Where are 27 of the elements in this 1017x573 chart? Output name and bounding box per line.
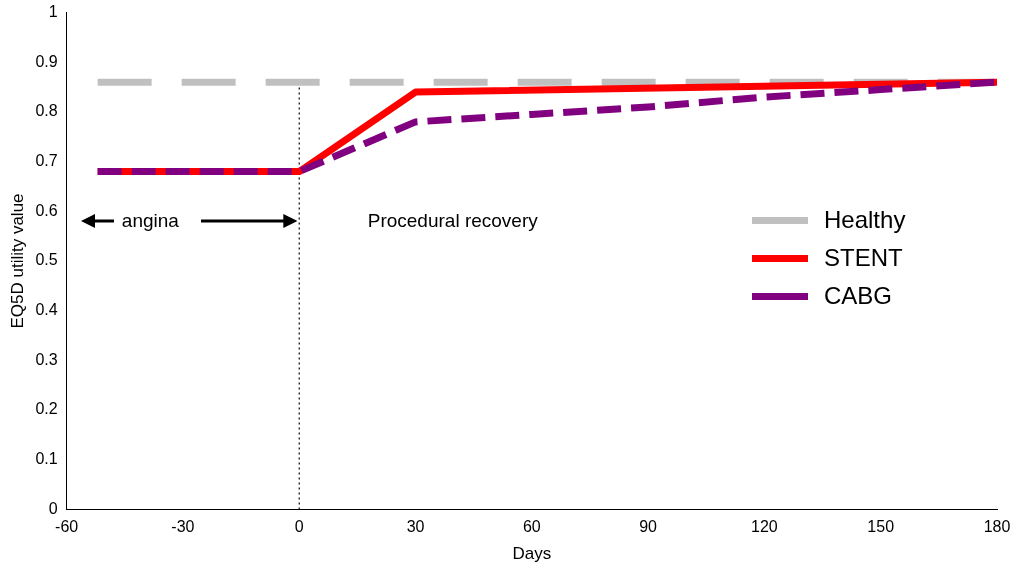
x-tick-label: -60 [55, 518, 79, 536]
y-tick-label: 0.8 [35, 102, 58, 120]
y-tick-label: 0.5 [35, 251, 58, 269]
y-tick-label: 0.4 [35, 301, 58, 319]
annotation: Procedural recovery [367, 210, 538, 233]
y-tick-label: 0.6 [35, 201, 58, 219]
x-axis-title: Days [512, 544, 552, 564]
y-axis-title: EQ5D utility value [7, 193, 27, 329]
x-tick-label: 0 [294, 518, 304, 536]
x-tick-label: -30 [171, 518, 195, 536]
y-tick-label: 0.3 [35, 350, 58, 368]
y-tick-label: 0.7 [35, 152, 58, 170]
x-tick-label: 120 [751, 518, 778, 536]
x-tick-label: 150 [867, 518, 895, 536]
y-tick-label: 0.9 [35, 52, 58, 70]
x-tick-label: 180 [983, 518, 1011, 536]
x-tick-label: 90 [639, 518, 658, 536]
y-tick-label: 0.2 [35, 400, 58, 418]
y-tick-label: 0.1 [35, 450, 58, 468]
annotation: angina [121, 210, 179, 233]
y-tick-label: 0 [48, 499, 58, 517]
legend-label: Healthy [824, 206, 906, 235]
legend-label: CABG [824, 282, 893, 311]
legend-label: STENT [824, 244, 903, 273]
x-tick-label: 30 [406, 518, 425, 536]
x-tick-label: 60 [522, 518, 541, 536]
y-tick-label: 1 [48, 3, 58, 21]
